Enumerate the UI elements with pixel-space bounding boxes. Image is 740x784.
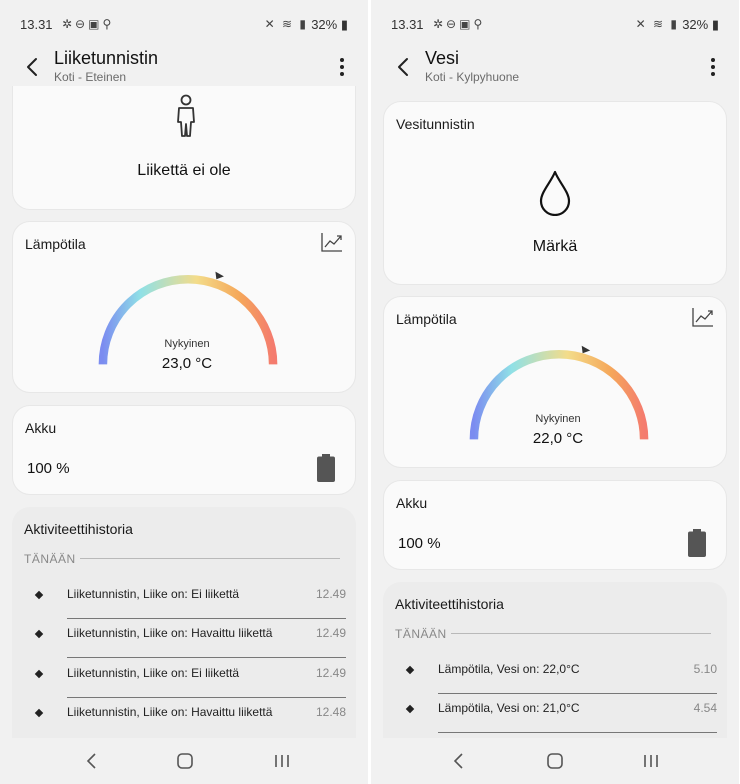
history-item[interactable]: Lämpötila, Vesi on: 22,0°C 5.10 bbox=[383, 655, 727, 695]
status-time: 13.31 bbox=[391, 17, 424, 32]
status-bar: 13.31 ✲⊖▣⚲ ✕ ≋ ▮ 32% ▮ bbox=[371, 0, 739, 50]
status-battery: 32% ▮ bbox=[682, 17, 719, 32]
person-icon bbox=[177, 94, 195, 137]
history-item-text: Liiketunnistin, Liike on: Ei liikettä bbox=[67, 666, 240, 680]
battery-card[interactable]: Akku 100 % bbox=[12, 405, 356, 495]
history-item-time: 12.48 bbox=[315, 705, 346, 719]
gauge-caption: Nykyinen bbox=[164, 338, 210, 350]
phone-screen-water-sensor: 13.31 ✲⊖▣⚲ ✕ ≋ ▮ 32% ▮ Vesi Koti - Kylpy… bbox=[371, 0, 739, 784]
status-notification-icons: ✲⊖▣⚲ bbox=[433, 17, 486, 31]
bullet-icon bbox=[405, 704, 415, 714]
battery-icon bbox=[317, 454, 335, 482]
section-today: TÄNÄÄN bbox=[395, 627, 447, 641]
motion-status-card[interactable]: Liikettä ei ole bbox=[12, 86, 356, 210]
activity-history-card: Aktiviteettihistoria TÄNÄÄN Lämpötila, V… bbox=[383, 582, 727, 742]
history-item[interactable]: Lämpötila, Vesi on: 21,0°C 4.54 bbox=[383, 694, 727, 734]
system-nav-bar bbox=[371, 738, 739, 784]
battery-title: Akku bbox=[396, 495, 428, 511]
phone-screen-motion-sensor: 13.31 ✲⊖▣⚲ ✕ ≋ ▮ 32% ▮ Liiketunnistin Ko… bbox=[0, 0, 368, 784]
history-item-text: Liiketunnistin, Liike on: Havaittu liike… bbox=[67, 705, 273, 719]
page-title: Vesi bbox=[425, 48, 460, 68]
current-temperature: 22,0 °C bbox=[532, 430, 584, 447]
status-signal-icons: ✕ ≋ ▮ bbox=[264, 17, 308, 31]
temperature-card[interactable]: Lämpötila Nykyinen 23,0 °C bbox=[12, 221, 356, 393]
history-item-time: 12.49 bbox=[315, 666, 346, 680]
battery-card[interactable]: Akku 100 % bbox=[383, 480, 727, 570]
gauge-pointer-icon bbox=[581, 345, 591, 354]
temperature-card[interactable]: Lämpötila Nykyinen 22,0 °C bbox=[383, 296, 727, 468]
page-subtitle: Koti - Eteinen bbox=[54, 70, 127, 84]
battery-title: Akku bbox=[25, 420, 57, 436]
app-bar: Liiketunnistin Koti - Eteinen bbox=[0, 44, 368, 90]
row-divider bbox=[438, 693, 717, 694]
activity-history-card: Aktiviteettihistoria TÄNÄÄN Liiketunnist… bbox=[12, 507, 356, 747]
temperature-title: Lämpötila bbox=[396, 311, 457, 327]
temperature-gauge bbox=[98, 271, 278, 365]
row-divider bbox=[438, 732, 717, 733]
motion-state: Liikettä ei ole bbox=[137, 162, 231, 179]
history-item[interactable]: Liiketunnistin, Liike on: Havaittu liike… bbox=[12, 698, 356, 738]
history-item-text: Liiketunnistin, Liike on: Havaittu liike… bbox=[67, 626, 273, 640]
nav-recents-icon[interactable] bbox=[631, 746, 671, 776]
more-options-icon[interactable] bbox=[330, 52, 354, 82]
bullet-icon bbox=[34, 590, 44, 600]
history-item-time: 12.49 bbox=[315, 626, 346, 640]
nav-back-icon[interactable] bbox=[439, 746, 479, 776]
row-divider bbox=[67, 618, 346, 619]
history-item-text: Lämpötila, Vesi on: 21,0°C bbox=[438, 701, 580, 715]
nav-recents-icon[interactable] bbox=[262, 746, 302, 776]
bullet-icon bbox=[405, 665, 415, 675]
bullet-icon bbox=[34, 669, 44, 679]
status-time: 13.31 bbox=[20, 17, 53, 32]
page-title: Liiketunnistin bbox=[54, 48, 159, 68]
status-signal-icons: ✕ ≋ ▮ bbox=[635, 17, 679, 31]
status-battery: 32% ▮ bbox=[311, 17, 348, 32]
current-temperature: 23,0 °C bbox=[161, 355, 213, 372]
history-item-time: 4.54 bbox=[693, 701, 717, 715]
history-item[interactable]: Liiketunnistin, Liike on: Ei liikettä 12… bbox=[12, 580, 356, 620]
nav-home-icon[interactable] bbox=[165, 746, 205, 776]
chart-trend-icon[interactable] bbox=[692, 307, 714, 327]
page-subtitle: Koti - Kylpyhuone bbox=[425, 70, 520, 84]
gauge-pointer-icon bbox=[215, 271, 224, 280]
section-divider bbox=[451, 633, 711, 634]
row-divider bbox=[67, 657, 346, 658]
nav-back-icon[interactable] bbox=[72, 746, 112, 776]
history-item-text: Lämpötila, Vesi on: 22,0°C bbox=[438, 662, 580, 676]
system-nav-bar bbox=[0, 738, 368, 784]
back-arrow-icon[interactable] bbox=[18, 52, 48, 82]
temperature-title: Lämpötila bbox=[25, 236, 86, 252]
history-item[interactable]: Liiketunnistin, Liike on: Ei liikettä 12… bbox=[12, 659, 356, 699]
history-item-text: Liiketunnistin, Liike on: Ei liikettä bbox=[67, 587, 240, 601]
temperature-gauge bbox=[469, 345, 649, 440]
more-options-icon[interactable] bbox=[701, 52, 725, 82]
battery-icon bbox=[688, 529, 706, 557]
row-divider bbox=[67, 697, 346, 698]
history-item-time: 12.49 bbox=[315, 587, 346, 601]
back-arrow-icon[interactable] bbox=[389, 52, 419, 82]
section-divider bbox=[80, 558, 340, 559]
status-notification-icons: ✲⊖▣⚲ bbox=[62, 17, 115, 31]
battery-level: 100 % bbox=[27, 460, 70, 477]
water-state: Märkä bbox=[532, 238, 578, 255]
bullet-icon bbox=[34, 708, 44, 718]
water-status-card[interactable]: Vesitunnistin Märkä bbox=[383, 101, 727, 285]
gauge-caption: Nykyinen bbox=[535, 413, 581, 425]
water-drop-icon bbox=[539, 170, 571, 216]
nav-home-icon[interactable] bbox=[535, 746, 575, 776]
chart-trend-icon[interactable] bbox=[321, 232, 343, 252]
history-title: Aktiviteettihistoria bbox=[24, 521, 133, 537]
bullet-icon bbox=[34, 629, 44, 639]
history-title: Aktiviteettihistoria bbox=[395, 596, 504, 612]
battery-level: 100 % bbox=[398, 535, 441, 552]
history-item-time: 5.10 bbox=[693, 662, 717, 676]
section-today: TÄNÄÄN bbox=[24, 552, 76, 566]
history-item[interactable]: Liiketunnistin, Liike on: Havaittu liike… bbox=[12, 619, 356, 659]
status-bar: 13.31 ✲⊖▣⚲ ✕ ≋ ▮ 32% ▮ bbox=[0, 0, 368, 50]
app-bar: Vesi Koti - Kylpyhuone bbox=[371, 44, 739, 90]
water-sensor-title: Vesitunnistin bbox=[396, 116, 475, 132]
